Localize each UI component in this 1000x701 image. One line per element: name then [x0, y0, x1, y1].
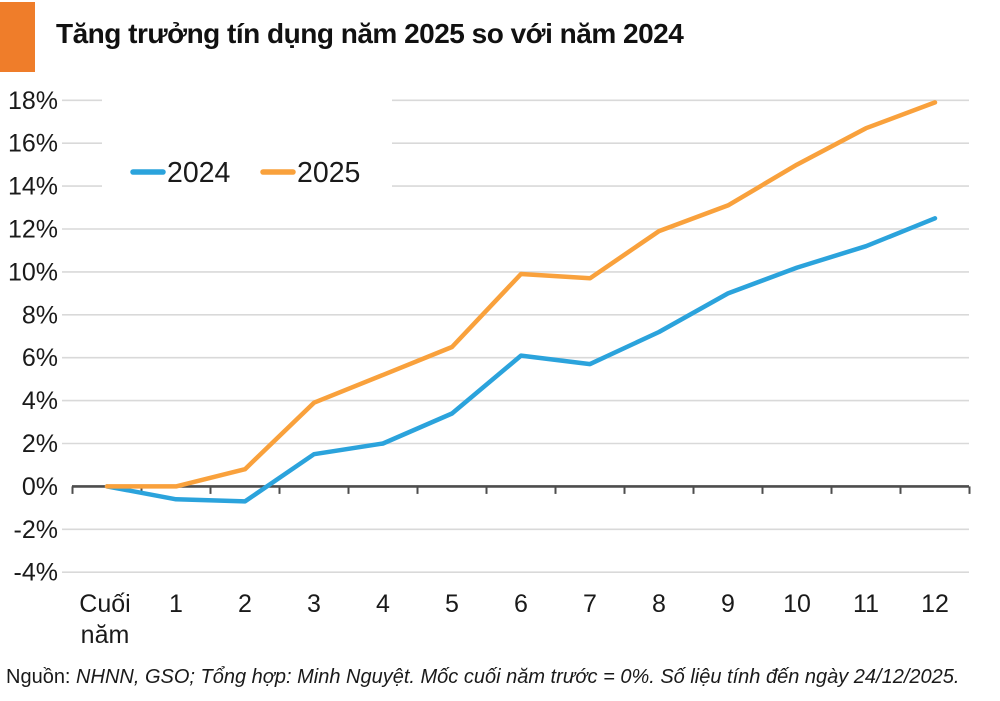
- y-axis-tick-label: 4%: [22, 387, 58, 415]
- y-axis-tick-label: 18%: [8, 87, 58, 115]
- legend-label-2024: 2024: [167, 157, 231, 189]
- series-line-2025: [104, 100, 938, 489]
- x-axis-tick-label: 6: [514, 590, 528, 618]
- y-axis-tick-label: 14%: [8, 173, 58, 201]
- y-axis-tick-label: 8%: [22, 301, 58, 329]
- x-axis-tick-label: 4: [376, 590, 390, 618]
- y-axis-tick-label: 16%: [8, 130, 58, 158]
- legend-background: [102, 93, 392, 213]
- x-axis-tick-label: 3: [307, 590, 321, 618]
- x-axis-tick-label: 7: [583, 590, 597, 618]
- title-accent-square: [0, 2, 35, 72]
- x-axis-tick-label: 12: [921, 590, 949, 618]
- y-axis-tick-label: -2%: [14, 516, 58, 544]
- x-axis-tick-label: 8: [652, 590, 666, 618]
- chart-title: Tăng trưởng tín dụng năm 2025 so với năm…: [56, 18, 684, 49]
- y-axis-tick-label: 6%: [22, 344, 58, 372]
- x-axis-tick-label: 11: [853, 590, 879, 618]
- y-axis-tick-label: 0%: [22, 473, 58, 501]
- x-axis-tick-label: Cuối: [79, 590, 130, 618]
- series-line-2024: [104, 216, 938, 504]
- x-axis-tick-label: năm: [81, 621, 130, 649]
- source-note: Nguồn: NHNN, GSO; Tổng hợp: Minh Nguyệt.…: [6, 666, 996, 689]
- legend-label-2025: 2025: [297, 157, 360, 189]
- x-axis-tick-label: 9: [721, 590, 735, 618]
- y-axis-tick-label: 10%: [8, 258, 58, 286]
- y-axis-tick-label: -4%: [14, 559, 58, 587]
- y-axis-tick-label: 2%: [22, 430, 58, 458]
- source-label: Nguồn:: [6, 666, 71, 688]
- x-axis-tick-label: 1: [169, 590, 183, 618]
- x-axis-tick-label: 2: [238, 590, 252, 618]
- source-text: NHNN, GSO; Tổng hợp: Minh Nguyệt. Mốc cu…: [70, 666, 960, 688]
- x-axis-tick-label: 10: [783, 590, 811, 618]
- x-axis-tick-label: 5: [445, 590, 459, 618]
- y-axis-tick-label: 12%: [8, 216, 58, 244]
